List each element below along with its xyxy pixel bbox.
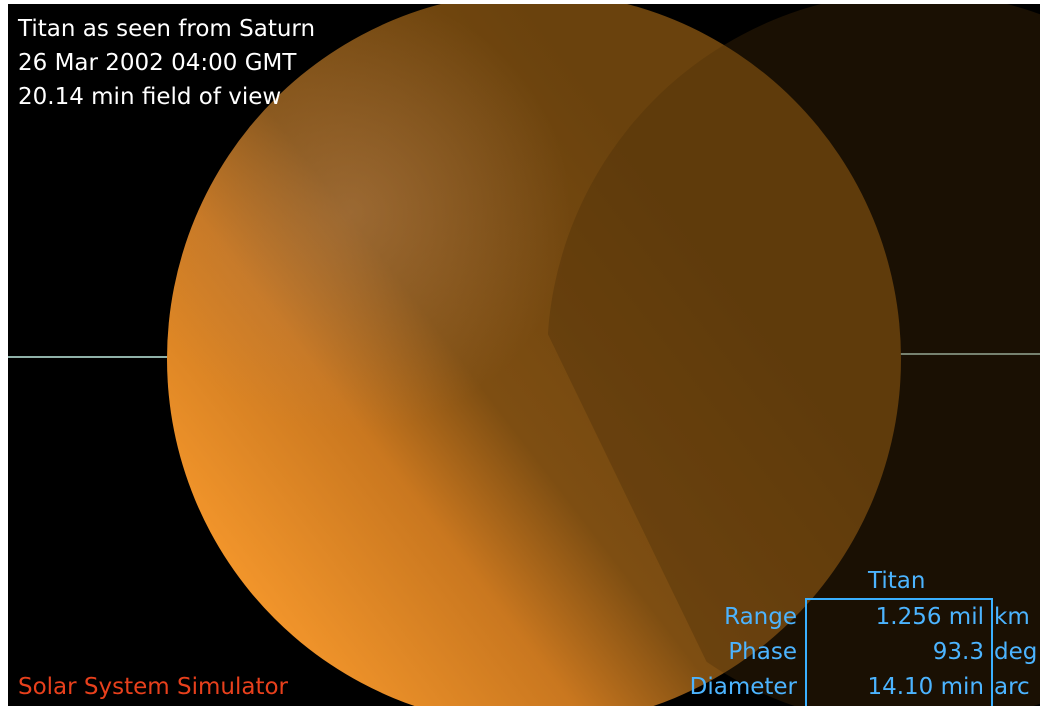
row-unit: deg [994, 639, 1038, 665]
row-unit: arc [994, 674, 1030, 700]
app-label: Solar System Simulator [18, 674, 289, 700]
scene [8, 4, 1040, 706]
row-unit: km [994, 604, 1030, 630]
row-label: Phase [728, 639, 797, 665]
value-box [805, 598, 993, 706]
row-value: 93.3 [932, 639, 984, 665]
row-label: Range [724, 604, 797, 630]
overlay-line: 20.14 min field of view [18, 84, 282, 110]
overlay-line: Titan as seen from Saturn [18, 16, 316, 42]
row-value: 1.256 mil [875, 604, 984, 630]
viewport: Titan as seen from Saturn 26 Mar 2002 04… [8, 4, 1040, 706]
titan-haze [167, 4, 901, 706]
row-value: 14.10 min [867, 674, 984, 700]
panel-title: Titan [868, 568, 926, 594]
row-label: Diameter [689, 674, 797, 700]
overlay-line: 26 Mar 2002 04:00 GMT [18, 50, 297, 76]
